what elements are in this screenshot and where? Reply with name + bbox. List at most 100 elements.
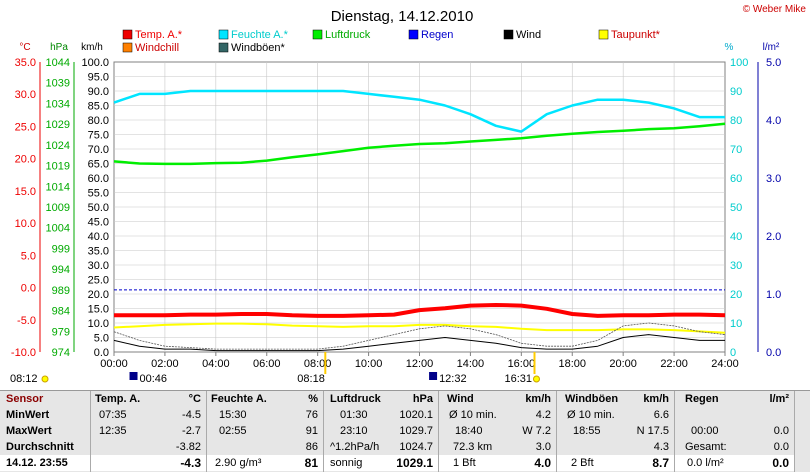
rain-total-label: Gesamt: <box>685 441 727 453</box>
gust-max-time: 18:55 <box>573 425 601 437</box>
kmh-tick-label: 95.0 <box>88 72 109 84</box>
unit-kmh: km/h <box>81 42 103 53</box>
humidity-max-time: 02:55 <box>219 425 247 437</box>
wind-beaufort: 1 Bft <box>453 457 476 469</box>
chart-legend: Temp. A.* Feuchte A.* Luftdruck Regen Wind Ta… <box>122 29 661 54</box>
humidity-max-value: 91 <box>305 425 318 437</box>
brand-label: © Weber Mike <box>743 4 807 15</box>
temp-avg-value: -3.82 <box>175 441 201 453</box>
sunset-time: 16:31 <box>504 373 532 385</box>
legend-swatch <box>218 29 229 40</box>
gust-avg-label: Ø 10 min. <box>567 409 615 421</box>
kmh-tick-label: 80.0 <box>88 115 109 127</box>
sensor-title: Sensor <box>6 393 44 405</box>
kmh-tick-label: 20.0 <box>88 289 109 301</box>
hpa-tick-label: 1009 <box>46 202 70 214</box>
temp-tick-label: 10.0 <box>15 218 36 230</box>
pressure-current-value: 1029.1 <box>396 456 433 470</box>
legend-swatch <box>122 29 133 40</box>
temp-tick-label: -10.0 <box>11 347 36 359</box>
wind-day-avg: 3.0 <box>535 441 551 453</box>
pressure-trend: ^1.2hPa/h <box>330 441 380 453</box>
x-tick-label: 04:00 <box>202 358 230 370</box>
pressure-max-value: 1029.7 <box>399 425 433 437</box>
kmh-tick-label: 100.0 <box>81 57 109 69</box>
sensor-column: Sensor MinWert MaxWert Durchschnitt 14.1… <box>0 391 90 472</box>
sunset-icon <box>532 375 540 383</box>
sun-icon <box>41 375 49 383</box>
unit-celsius: °C <box>19 42 30 53</box>
humidity-header: Feuchte A. <box>211 393 267 405</box>
hpa-tick-label: 989 <box>52 285 70 297</box>
statistics-table: Sensor MinWert MaxWert Durchschnitt 14.1… <box>0 390 810 472</box>
rain-max-time: 00:00 <box>691 425 719 437</box>
gust-current-value: 8.7 <box>652 456 669 470</box>
kmh-tick-label: 45.0 <box>88 217 109 229</box>
unit-percent: % <box>725 42 734 53</box>
temp-tick-label: 35.0 <box>15 57 36 69</box>
rain-header: Regen <box>685 393 719 405</box>
gust-max-value: N 17.5 <box>636 425 669 437</box>
hpa-tick-label: 974 <box>52 347 70 359</box>
x-tick-label: 24:00 <box>711 358 739 370</box>
temp-tick-label: 0.0 <box>21 283 36 295</box>
moon-icon <box>129 372 138 380</box>
rain-current-value: 0.0 <box>772 456 789 470</box>
percent-tick-label: 80 <box>730 115 742 127</box>
percent-tick-label: 70 <box>730 144 742 156</box>
legend-swatch <box>598 29 609 40</box>
percent-tick-label: 0 <box>730 347 736 359</box>
temp-tick-label: 30.0 <box>15 89 36 101</box>
hpa-tick-label: 1029 <box>46 119 70 131</box>
pressure-min-time: 01:30 <box>340 409 368 421</box>
x-axis: 00:00 02:00 04:00 06:00 08:00 10:00 12:00 14:00… <box>100 352 739 370</box>
wind-avg-label: Ø 10 min. <box>449 409 497 421</box>
hpa-tick-label: 1019 <box>46 161 70 173</box>
kmh-tick-label: 35.0 <box>88 246 109 258</box>
wind-unit: km/h <box>525 393 551 405</box>
legend-label: Temp. A.* <box>135 29 183 41</box>
temp-unit: °C <box>188 393 201 405</box>
legend-label: Regen <box>421 29 453 41</box>
rain-total-value: 0.0 <box>773 441 789 453</box>
legend-label: Feuchte A.* <box>231 29 289 41</box>
sunrise-marked-time: 08:18 <box>297 373 325 385</box>
wind-avg10-value: 4.2 <box>535 409 551 421</box>
wind-distance: 72.3 km <box>453 441 493 453</box>
gust-beaufort: 2 Bft <box>571 457 594 469</box>
sunrise-time: 08:12 <box>10 373 38 385</box>
temp-tick-label: 25.0 <box>15 121 36 133</box>
hpa-tick-label: 1034 <box>46 98 70 110</box>
pressure-header: Luftdruck <box>330 393 381 405</box>
x-tick-label: 16:00 <box>508 358 536 370</box>
hpa-tick-label: 1014 <box>46 181 70 193</box>
kmh-tick-label: 60.0 <box>88 173 109 185</box>
percent-tick-label: 10 <box>730 318 742 330</box>
pressure-min-value: 1020.1 <box>399 409 433 421</box>
x-tick-label: 02:00 <box>151 358 179 370</box>
legend-swatch <box>312 29 323 40</box>
temp-max-time: 12:35 <box>99 425 127 437</box>
temp-header: Temp. A. <box>95 393 141 405</box>
x-tick-label: 20:00 <box>609 358 637 370</box>
rain-tick-label: 5.0 <box>766 57 781 69</box>
percent-tick-label: 20 <box>730 289 742 301</box>
moon-time: 00:46 <box>140 373 168 385</box>
temp-current-value: -4.3 <box>180 456 201 470</box>
hpa-tick-label: 984 <box>52 306 70 318</box>
kmh-tick-label: 40.0 <box>88 231 109 243</box>
humidity-current-value: 81 <box>304 456 318 470</box>
legend-swatch <box>122 42 133 53</box>
gust-day-avg: 4.3 <box>653 441 669 453</box>
temp-max-value: -2.7 <box>182 425 201 437</box>
legend-label: Windböen* <box>231 42 286 54</box>
sun-markers: 08:12 08:18 00:46 12:32 16:31 <box>10 352 540 385</box>
wind-header: Wind <box>447 393 474 405</box>
kmh-tick-label: 75.0 <box>88 130 109 142</box>
gust-column: Windböen km/h Ø 10 min. 6.6 18:55 N 17.5 4.… <box>556 391 675 472</box>
pressure-column: Luftdruck hPa 01:30 1020.1 23:10 1029.7 ^1.… <box>323 391 439 472</box>
wind-max-value: W 7.2 <box>522 425 551 437</box>
kmh-tick-label: 10.0 <box>88 318 109 330</box>
series-line <box>114 303 726 318</box>
humidity-column: Feuchte A.% 15:30 76 02:55 91 86 2.90 g/m³… <box>206 391 324 472</box>
